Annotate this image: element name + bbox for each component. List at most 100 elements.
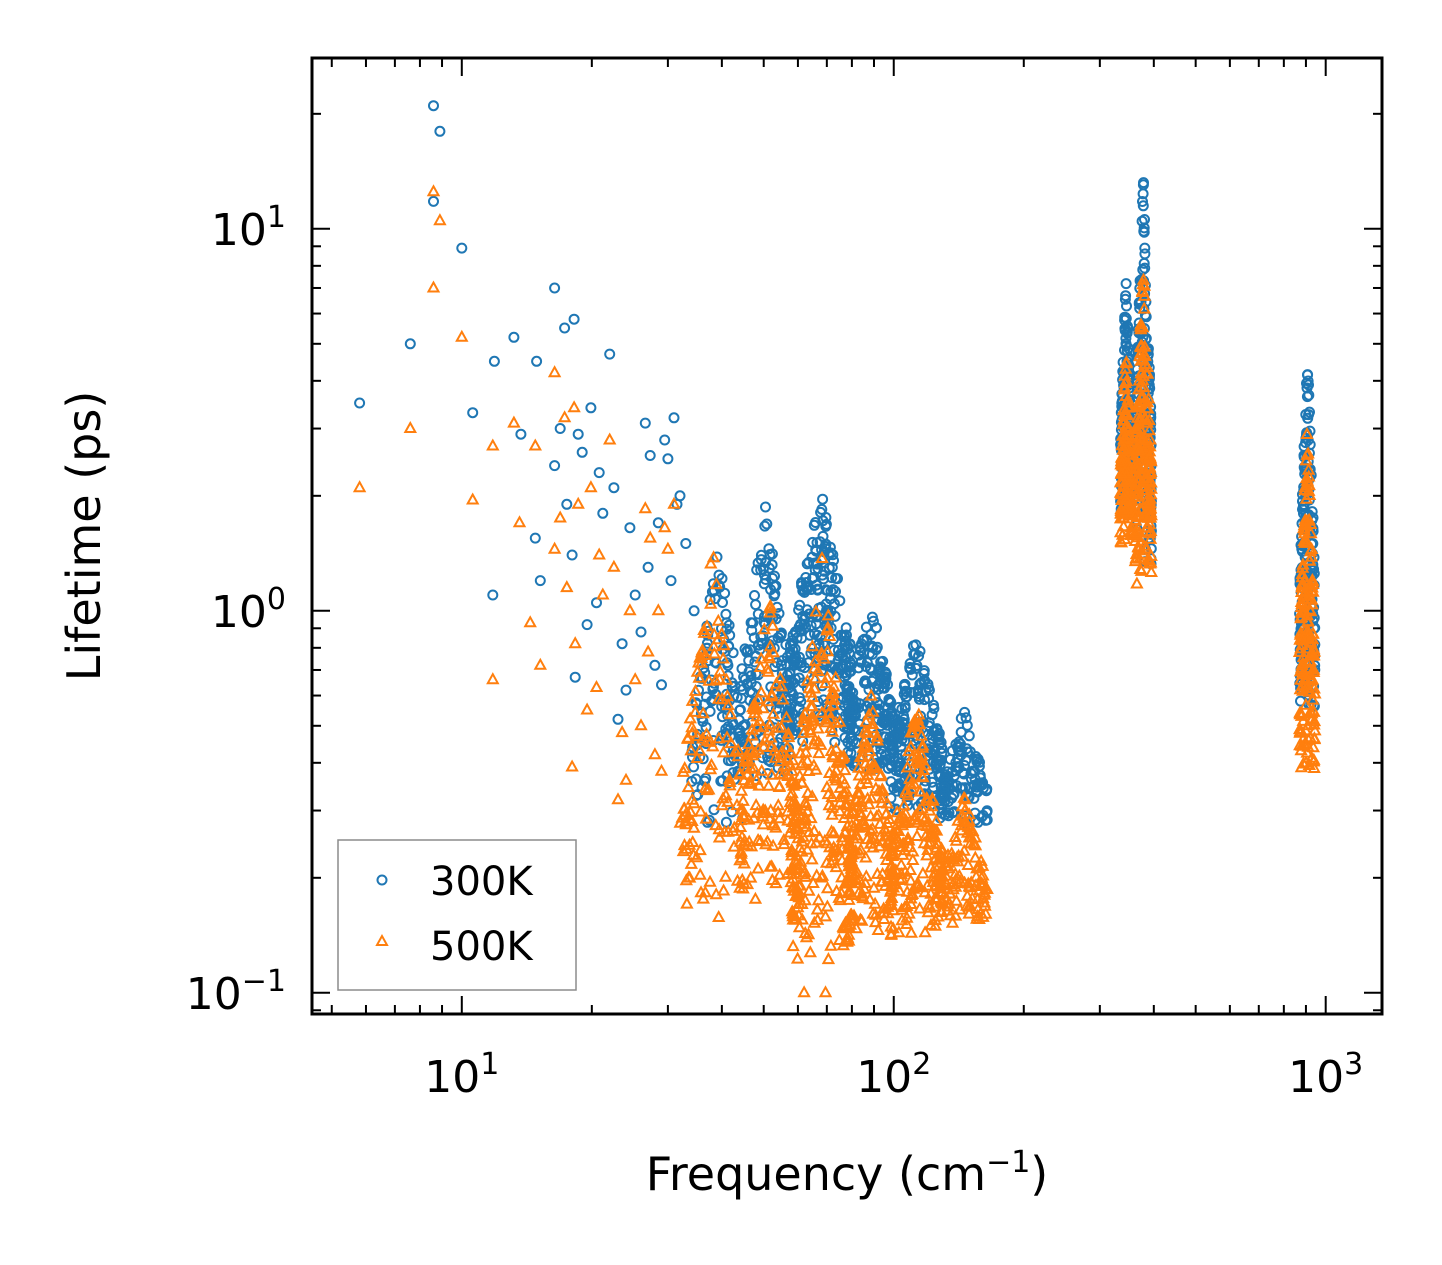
point-500k — [703, 762, 718, 775]
point-300k — [820, 543, 832, 555]
point-500k — [835, 870, 849, 883]
point-500k — [780, 804, 795, 817]
point-500k — [1143, 507, 1157, 520]
point-500k — [735, 872, 749, 885]
point-500k — [789, 813, 803, 826]
point-500k — [872, 807, 886, 820]
point-500k — [1131, 543, 1146, 556]
point-500k — [760, 834, 775, 847]
legend-marker-300k — [376, 874, 388, 886]
point-300k — [515, 428, 527, 440]
point-500k — [949, 893, 964, 906]
point-300k — [869, 692, 881, 704]
point-500k — [906, 852, 920, 865]
point-500k — [1130, 442, 1145, 455]
point-500k — [722, 772, 737, 785]
point-500k — [866, 906, 880, 919]
point-500k — [733, 819, 748, 832]
point-500k — [648, 747, 662, 760]
point-500k — [779, 710, 794, 723]
point-500k — [718, 869, 733, 882]
point-500k — [751, 861, 765, 874]
point-500k — [754, 651, 768, 664]
point-500k — [858, 875, 873, 888]
point-500k — [592, 547, 606, 560]
point-500k — [904, 873, 918, 886]
point-500k — [945, 915, 960, 928]
point-500k — [752, 778, 766, 791]
point-500k — [790, 951, 805, 964]
point-500k — [783, 744, 798, 757]
point-500k — [927, 830, 941, 843]
point-500k — [692, 670, 706, 683]
point-500k — [557, 410, 572, 423]
point-500k — [763, 639, 777, 652]
point-500k — [951, 854, 965, 867]
point-500k — [1140, 415, 1154, 428]
point-500k — [699, 811, 713, 824]
point-300k — [1120, 332, 1132, 344]
point-300k — [981, 784, 992, 796]
point-300k — [888, 782, 900, 794]
point-500k — [455, 329, 469, 342]
point-500k — [352, 480, 367, 493]
point-500k — [939, 868, 953, 881]
point-300k — [748, 632, 760, 644]
y-tick-label-exponent: −1 — [242, 964, 286, 999]
point-500k — [842, 867, 857, 880]
point-500k — [721, 698, 735, 711]
point-300k — [668, 412, 680, 424]
point-300k — [805, 647, 817, 659]
point-500k — [553, 510, 567, 523]
point-300k — [914, 645, 926, 657]
point-500k — [808, 653, 822, 666]
point-500k — [756, 701, 770, 714]
point-300k — [612, 713, 624, 725]
point-500k — [1296, 683, 1310, 696]
point-500k — [884, 919, 898, 932]
point-300k — [784, 639, 796, 651]
point-300k — [1136, 215, 1148, 227]
point-500k — [763, 859, 777, 872]
point-500k — [1117, 401, 1131, 414]
point-500k — [897, 843, 912, 856]
point-300k — [808, 519, 820, 531]
point-300k — [846, 711, 858, 723]
point-500k — [866, 704, 880, 717]
point-500k — [681, 870, 696, 883]
point-500k — [1128, 525, 1143, 538]
point-500k — [1301, 718, 1315, 731]
point-500k — [925, 799, 939, 812]
point-500k — [765, 689, 779, 702]
point-500k — [681, 780, 696, 793]
point-300k — [918, 675, 930, 687]
point-300k — [955, 726, 967, 738]
point-300k — [892, 760, 903, 772]
point-500k — [1302, 487, 1317, 500]
point-500k — [744, 839, 759, 852]
point-500k — [1140, 482, 1154, 495]
point-500k — [804, 811, 818, 824]
point-300k — [793, 702, 805, 714]
point-500k — [709, 887, 723, 900]
point-500k — [1139, 366, 1153, 379]
point-500k — [824, 938, 838, 951]
point-500k — [523, 615, 537, 628]
point-300k — [434, 125, 446, 137]
point-300k — [720, 816, 732, 828]
point-300k — [1119, 325, 1131, 337]
point-300k — [763, 543, 775, 555]
point-500k — [834, 749, 848, 762]
point-500k — [868, 758, 882, 771]
point-300k — [760, 501, 771, 513]
point-300k — [739, 673, 751, 685]
point-500k — [827, 825, 841, 838]
point-500k — [915, 801, 929, 814]
point-500k — [678, 814, 693, 827]
point-500k — [736, 809, 750, 822]
point-500k — [800, 753, 814, 766]
point-300k — [770, 613, 782, 625]
point-500k — [914, 728, 928, 741]
point-500k — [904, 739, 918, 752]
point-500k — [826, 853, 841, 866]
